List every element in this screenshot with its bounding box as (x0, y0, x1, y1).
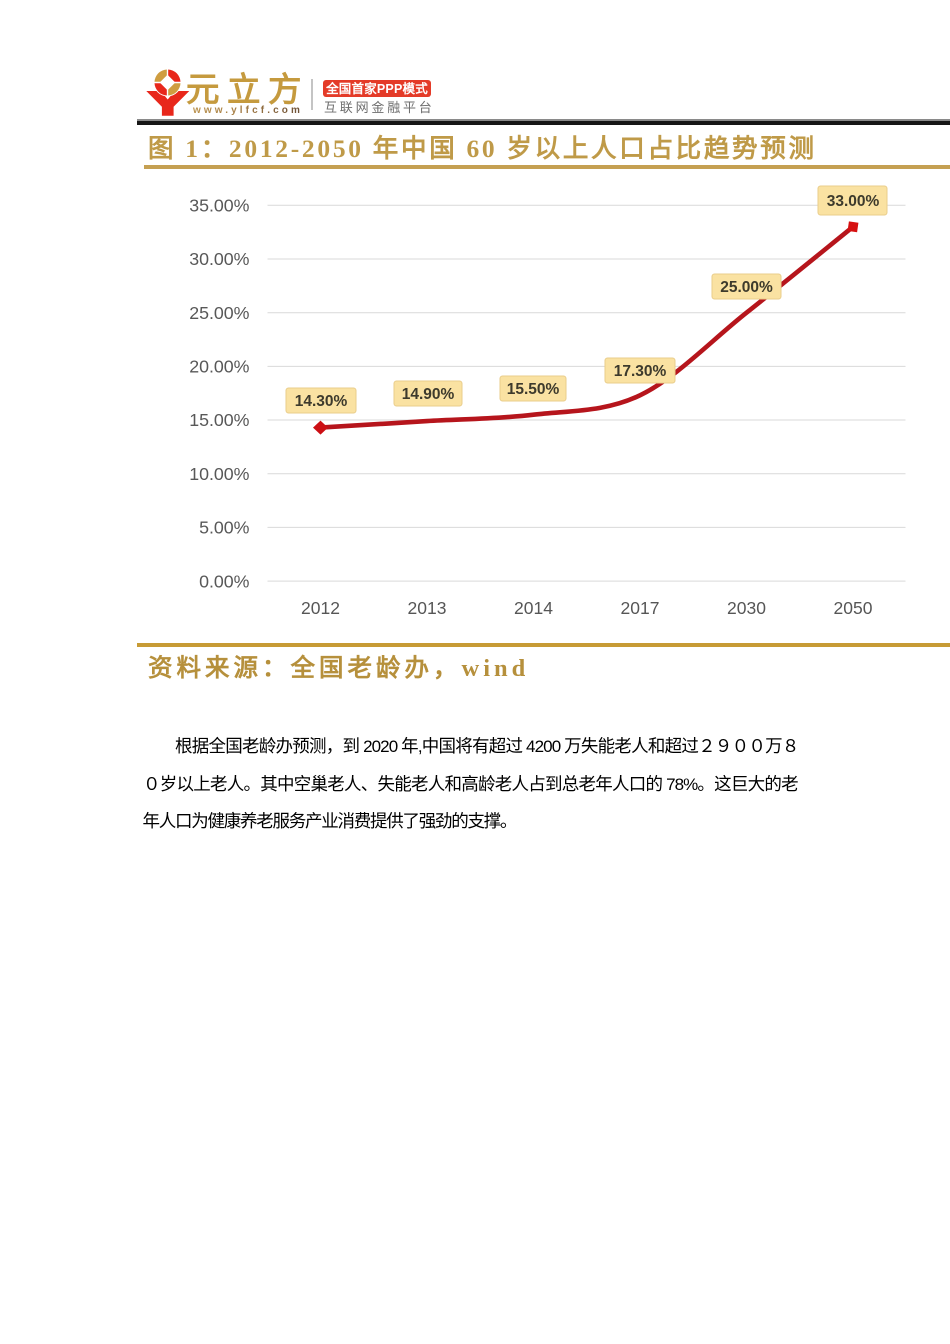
svg-text:2030: 2030 (727, 598, 766, 618)
svg-text:25.00%: 25.00% (189, 303, 249, 323)
svg-text:2012: 2012 (301, 598, 340, 618)
svg-text:2017: 2017 (621, 598, 660, 618)
svg-text:15.50%: 15.50% (507, 381, 560, 398)
svg-text:25.00%: 25.00% (720, 279, 773, 296)
svg-text:33.00%: 33.00% (827, 193, 880, 210)
svg-text:10.00%: 10.00% (189, 464, 249, 484)
svg-text:2013: 2013 (408, 598, 447, 618)
svg-text:17.30%: 17.30% (614, 363, 667, 380)
svg-text:14.90%: 14.90% (402, 386, 455, 403)
svg-text:2050: 2050 (834, 598, 873, 618)
svg-text:20.00%: 20.00% (189, 357, 249, 377)
svg-text:2014: 2014 (514, 598, 553, 618)
svg-text:5.00%: 5.00% (199, 518, 250, 538)
svg-text:0.00%: 0.00% (199, 571, 250, 591)
svg-text:35.00%: 35.00% (189, 196, 249, 216)
svg-text:15.00%: 15.00% (189, 410, 249, 430)
svg-text:30.00%: 30.00% (189, 249, 249, 269)
svg-text:14.30%: 14.30% (295, 393, 348, 410)
